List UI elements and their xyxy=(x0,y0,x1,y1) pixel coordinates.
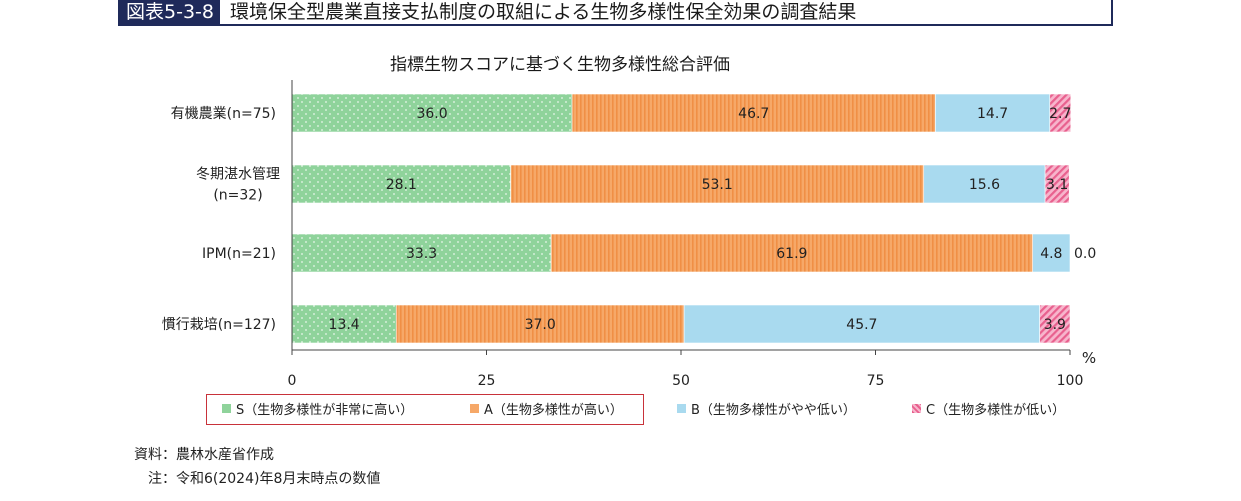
axis-layer: 有機農業(n=75) 冬期湛水管理 (n=32) IPM(n=21) 慣行栽培(n=12… xyxy=(162,80,1096,389)
category-label: 慣行栽培(n=127) xyxy=(162,316,276,333)
bars-layer: 36.0 46.7 14.7 2.7 28.1 53.1 15.6 3.1 33.3 61.9 4.… xyxy=(291,93,1096,344)
data-label-c: 3.1 xyxy=(1046,177,1068,193)
x-tick-label: 100 xyxy=(1057,373,1084,389)
data-label-c: 2.7 xyxy=(1049,106,1071,122)
bar-segment-b xyxy=(683,304,1040,344)
footnote: 注：令和6(2024)年8月末時点の数値 xyxy=(148,471,381,487)
data-label-b: 45.7 xyxy=(846,317,877,333)
data-label-s: 33.3 xyxy=(406,246,437,262)
x-tick-label: 50 xyxy=(672,373,690,389)
x-tick-label: 0 xyxy=(288,373,297,389)
legend-swatch-c xyxy=(912,404,921,413)
data-label-b: 14.7 xyxy=(977,106,1008,122)
bar-segment-c xyxy=(1049,93,1072,133)
legend-highlight-box xyxy=(206,394,644,425)
legend-item-c: C（生物多様性が低い） xyxy=(912,399,1065,418)
x-axis-unit: % xyxy=(1082,349,1096,367)
chart-title: 指標生物スコアに基づく生物多様性総合評価 xyxy=(390,55,730,75)
legend-label-a: A（生物多様性が高い） xyxy=(484,403,623,418)
data-label-a: 61.9 xyxy=(776,246,807,262)
data-label-s: 28.1 xyxy=(386,177,417,193)
legend-label-s: S（生物多様性が非常に高い） xyxy=(236,403,414,418)
data-label-a: 37.0 xyxy=(525,317,556,333)
bar-segment-b xyxy=(935,93,1051,133)
x-tick-label: 75 xyxy=(867,373,885,389)
bar-segment-a xyxy=(510,164,925,204)
legend-label-b: B（生物多様性がやや低い） xyxy=(691,403,856,418)
category-label: 有機農業(n=75) xyxy=(171,106,276,122)
data-label-c: 0.0 xyxy=(1074,246,1096,262)
bar-segment-a xyxy=(571,93,936,133)
data-label-a: 46.7 xyxy=(738,106,769,122)
category-label: IPM(n=21) xyxy=(202,246,276,262)
category-label: 冬期湛水管理 xyxy=(196,167,280,183)
bar-segment-s xyxy=(291,304,397,344)
bar-segment-s xyxy=(291,233,552,273)
bar-segment-b xyxy=(1032,233,1071,273)
data-label-a: 53.1 xyxy=(702,177,733,193)
data-label-b: 15.6 xyxy=(969,177,1000,193)
source-note: 資料：農林水産省作成 xyxy=(134,447,274,463)
bar-segment-c xyxy=(1039,304,1071,344)
legend-label-c: C（生物多様性が低い） xyxy=(926,403,1066,418)
data-label-b: 4.8 xyxy=(1040,246,1062,262)
legend-swatch-b xyxy=(677,404,686,413)
bar-segment-a xyxy=(550,233,1033,273)
bar-segment-s xyxy=(291,164,511,204)
legend-swatch-s xyxy=(222,404,231,413)
legend-item-b: B（生物多様性がやや低い） xyxy=(677,399,856,418)
x-tick-label: 25 xyxy=(478,373,496,389)
notes: 資料：農林水産省作成 注：令和6(2024)年8月末時点の数値 xyxy=(134,443,380,491)
figure-number: 図表5-3-8 xyxy=(120,0,220,24)
legend-swatch-a xyxy=(470,404,479,413)
legend-item-a: A（生物多様性が高い） xyxy=(470,399,623,418)
data-label-c: 3.9 xyxy=(1044,317,1066,333)
bar-segment-a xyxy=(395,304,685,344)
legend-item-s: S（生物多様性が非常に高い） xyxy=(222,399,413,418)
figure-header: 図表5-3-8 環境保全型農業直接支払制度の取組による生物多様性保全効果の調査結… xyxy=(118,0,1113,26)
bar-segment-c xyxy=(1044,164,1070,204)
data-label-s: 36.0 xyxy=(416,106,447,122)
bar-segment-b xyxy=(923,164,1046,204)
data-label-s: 13.4 xyxy=(329,317,360,333)
category-label: (n=32) xyxy=(213,188,262,204)
figure-title: 環境保全型農業直接支払制度の取組による生物多様性保全効果の調査結果 xyxy=(229,1,857,23)
bar-segment-s xyxy=(291,93,573,133)
